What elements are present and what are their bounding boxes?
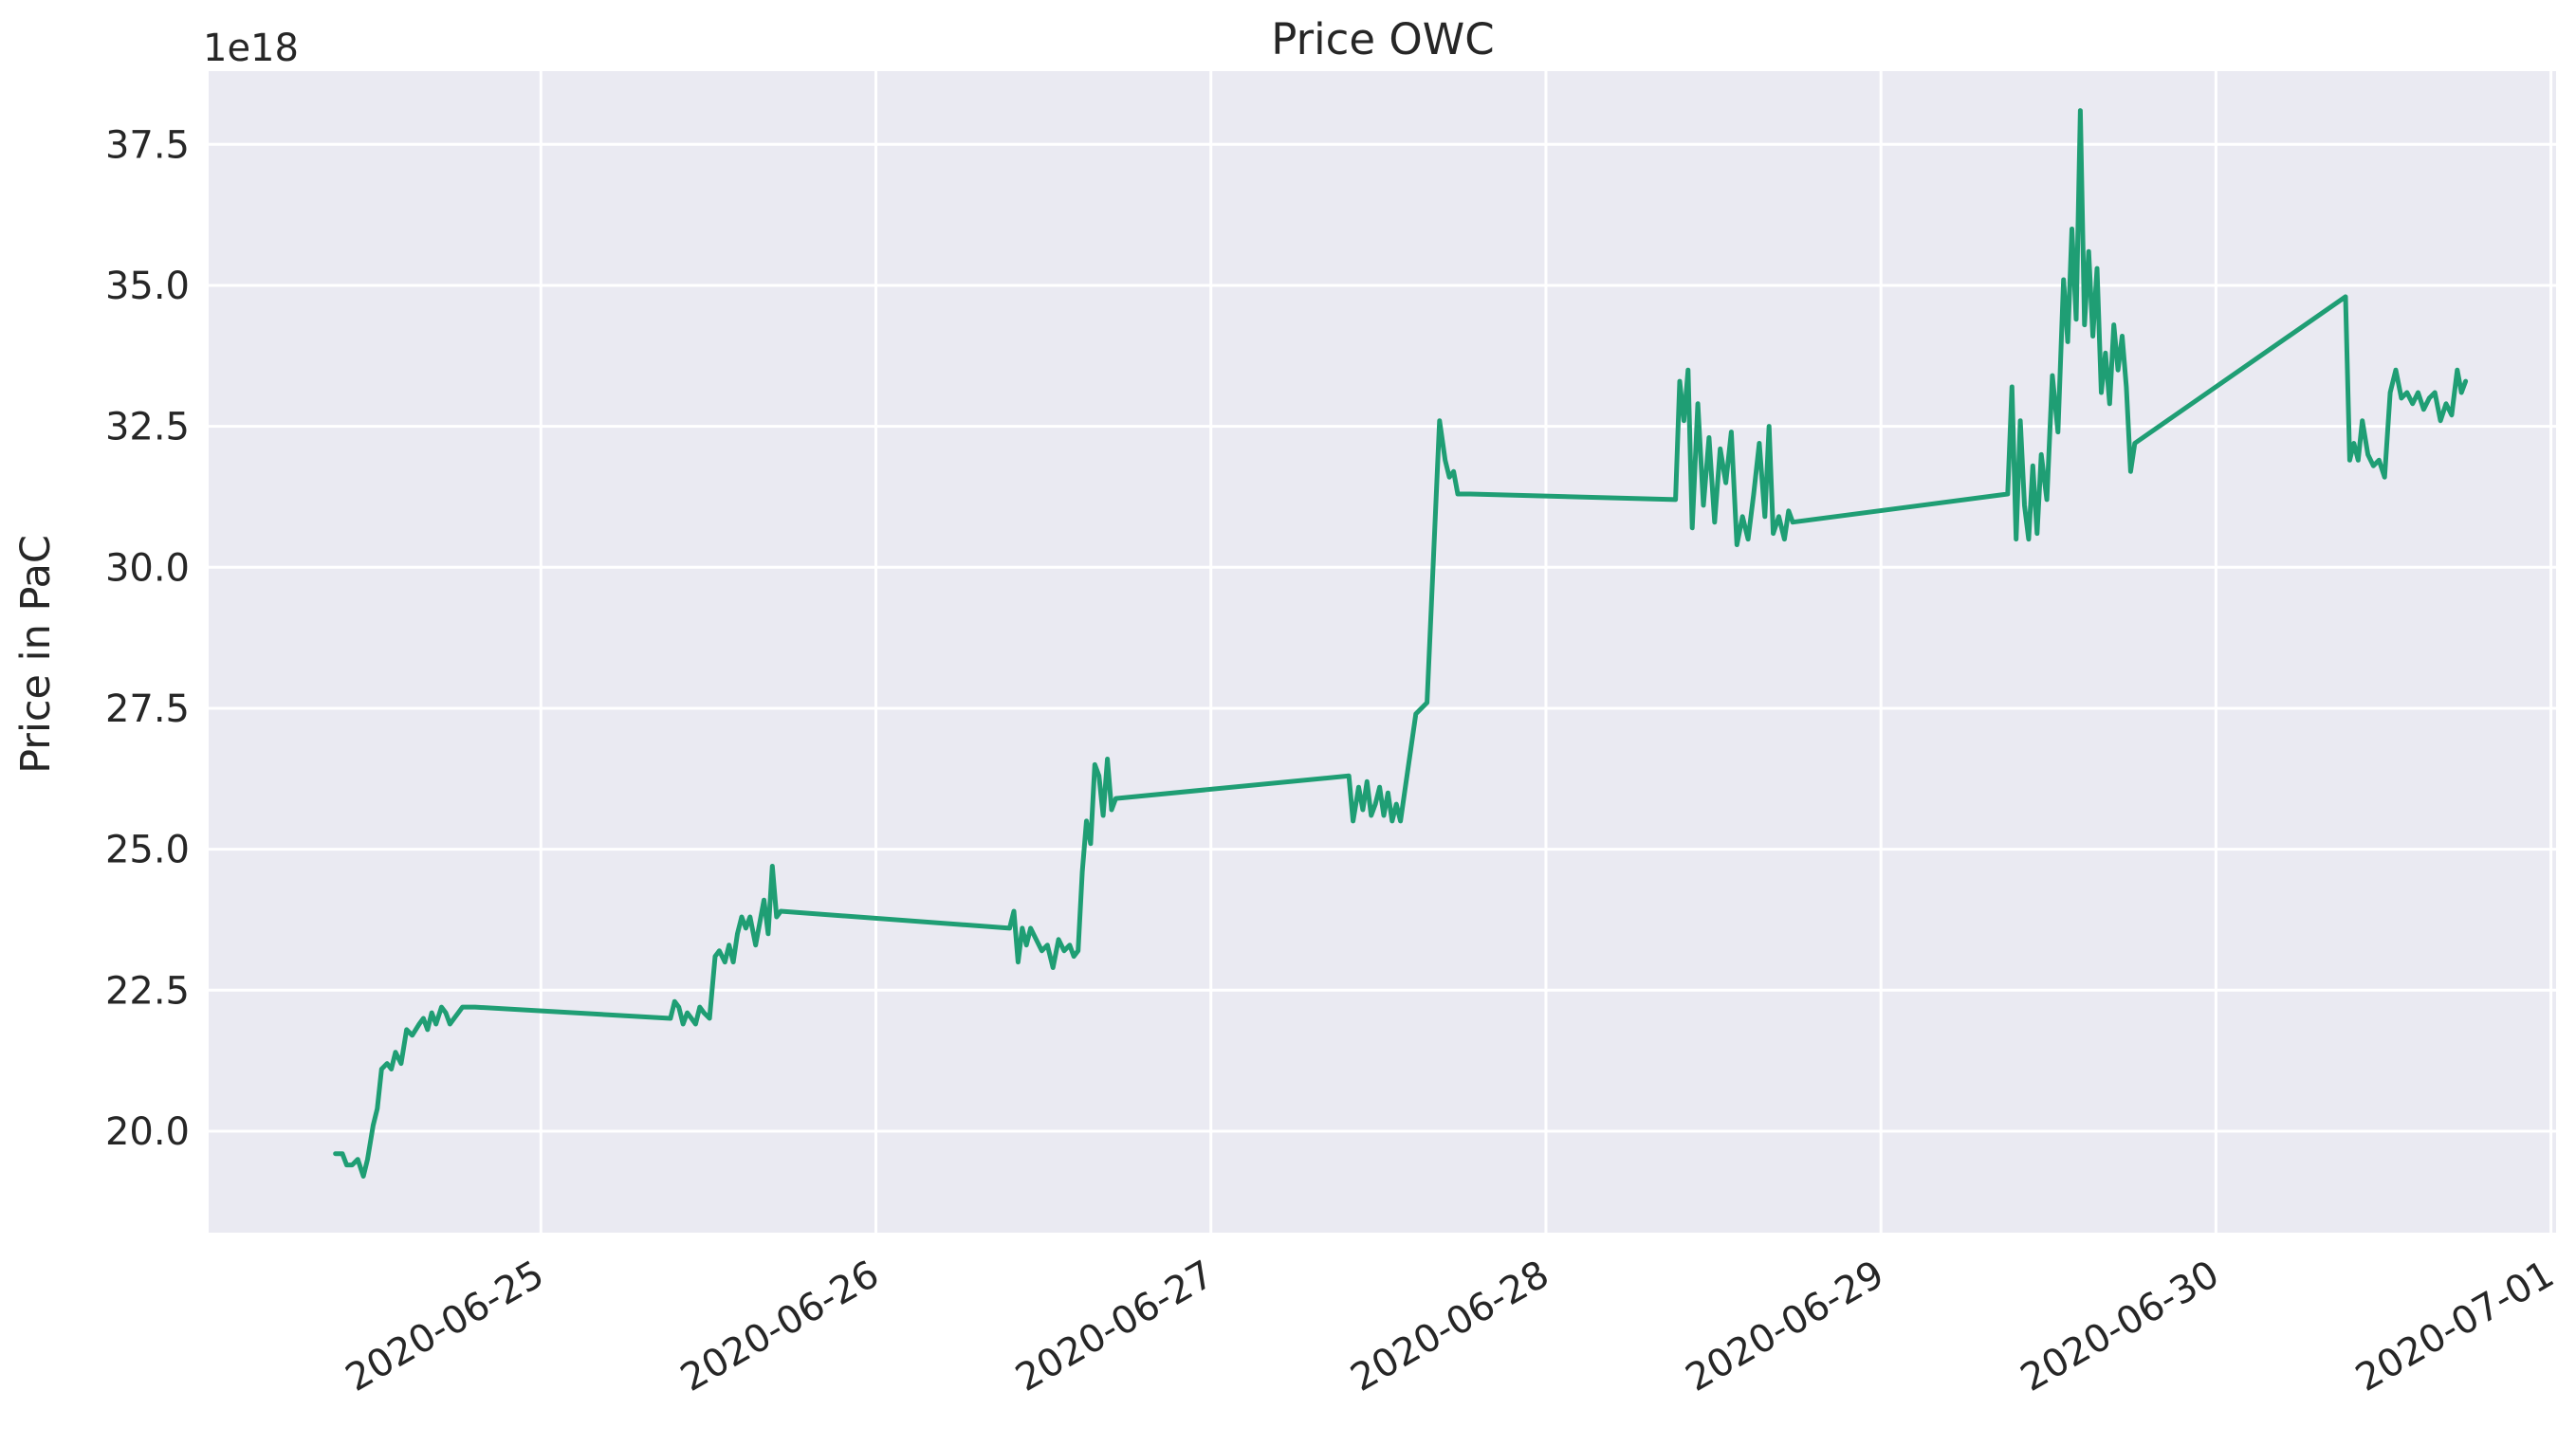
y-tick-label: 30.0 xyxy=(105,546,190,590)
y-tick-label: 20.0 xyxy=(105,1110,190,1154)
y-tick-label: 35.0 xyxy=(105,265,190,308)
y-axis-offset-label: 1e18 xyxy=(203,27,299,70)
y-tick-label: 32.5 xyxy=(105,406,190,449)
y-tick-label: 27.5 xyxy=(105,687,190,731)
series-layer xyxy=(333,108,2469,1179)
y-axis-title: Price in PaC xyxy=(12,535,60,774)
y-tick-label: 37.5 xyxy=(105,123,190,167)
series-line xyxy=(333,108,2469,1179)
chart-title: Price OWC xyxy=(1271,14,1494,64)
plot-area xyxy=(209,71,2556,1233)
y-tick-label: 22.5 xyxy=(105,969,190,1013)
y-axis: 20.0 22.5 25.0 27.5 30.0 32.5 35.0 37.5 xyxy=(105,123,190,1154)
y-tick-label: 25.0 xyxy=(105,829,190,872)
grid xyxy=(209,71,2556,1233)
